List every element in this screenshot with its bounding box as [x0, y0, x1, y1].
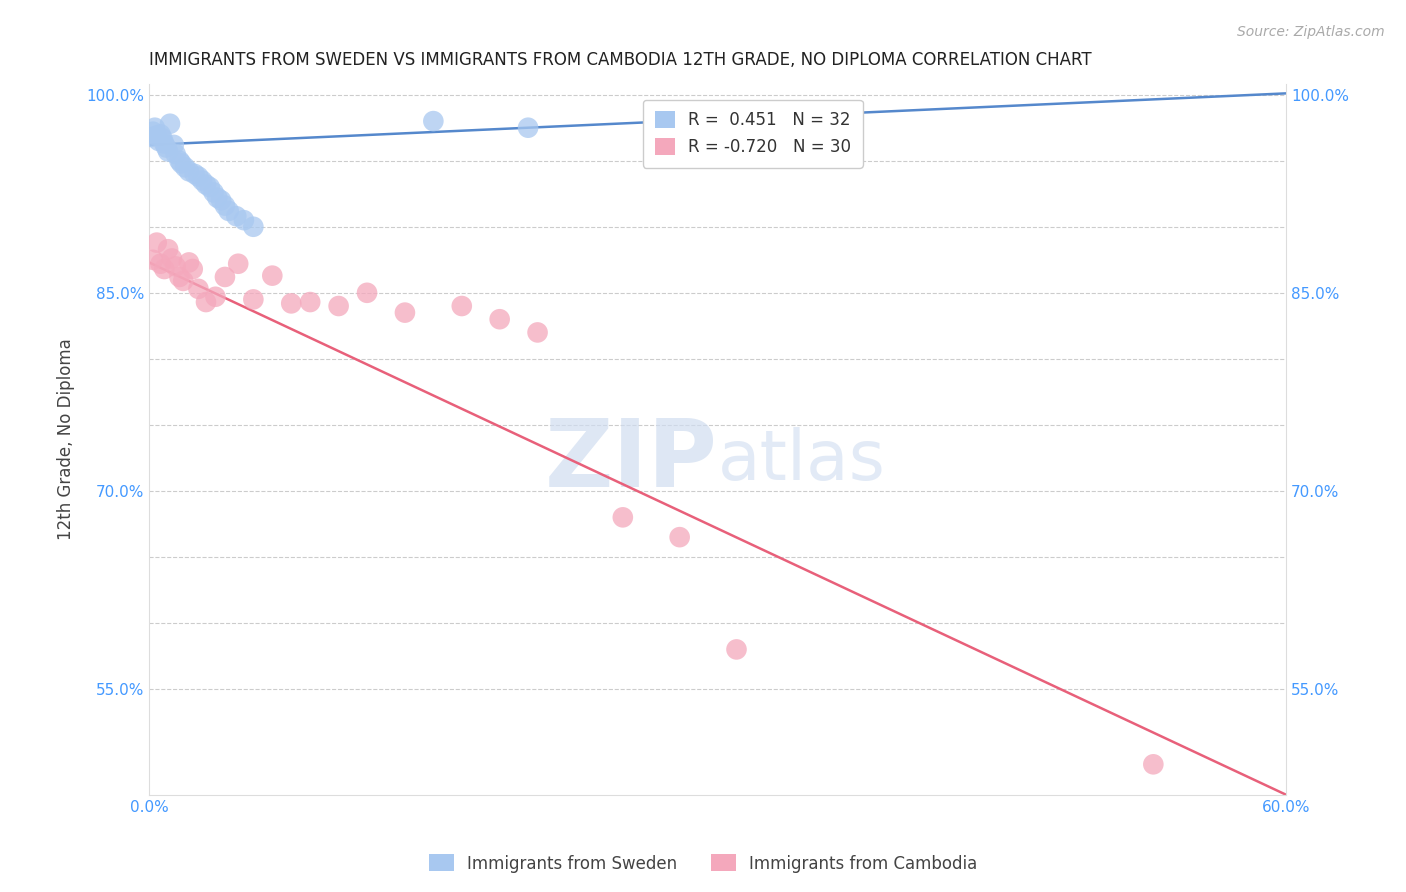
- Text: atlas: atlas: [717, 427, 886, 494]
- Point: [450, 299, 472, 313]
- Point: [488, 312, 510, 326]
- Point: [169, 153, 191, 168]
- Point: [149, 128, 172, 142]
- Point: [242, 293, 264, 307]
- Point: [280, 296, 302, 310]
- Point: [172, 274, 194, 288]
- Point: [299, 295, 322, 310]
- Point: [725, 642, 748, 657]
- Point: [187, 282, 209, 296]
- Point: [183, 167, 205, 181]
- Point: [232, 213, 254, 227]
- Point: [165, 147, 187, 161]
- Point: [195, 295, 218, 310]
- Point: [163, 137, 186, 152]
- Point: [169, 269, 191, 284]
- Point: [145, 235, 167, 250]
- Point: [174, 161, 197, 175]
- Point: [526, 326, 548, 340]
- Point: [157, 242, 180, 256]
- Point: [155, 140, 177, 154]
- Point: [1142, 757, 1164, 772]
- Point: [160, 252, 183, 266]
- Legend: Immigrants from Sweden, Immigrants from Cambodia: Immigrants from Sweden, Immigrants from …: [422, 847, 984, 880]
- Point: [517, 120, 540, 135]
- Point: [394, 305, 416, 319]
- Point: [207, 191, 229, 205]
- Point: [226, 257, 249, 271]
- Point: [218, 203, 240, 218]
- Point: [177, 164, 200, 178]
- Point: [139, 130, 162, 145]
- Point: [142, 252, 165, 267]
- Y-axis label: 12th Grade, No Diploma: 12th Grade, No Diploma: [58, 339, 75, 541]
- Text: ZIP: ZIP: [544, 415, 717, 507]
- Point: [152, 131, 174, 145]
- Point: [214, 269, 236, 284]
- Point: [153, 136, 176, 151]
- Point: [170, 156, 193, 170]
- Legend: R =  0.451   N = 32, R = -0.720   N = 30: R = 0.451 N = 32, R = -0.720 N = 30: [643, 100, 863, 168]
- Point: [177, 255, 200, 269]
- Point: [153, 262, 176, 277]
- Point: [181, 262, 204, 277]
- Point: [668, 530, 690, 544]
- Point: [214, 199, 236, 213]
- Point: [356, 285, 378, 300]
- Point: [209, 194, 232, 208]
- Point: [202, 186, 225, 200]
- Point: [422, 114, 444, 128]
- Point: [143, 120, 166, 135]
- Point: [242, 219, 264, 234]
- Point: [191, 173, 214, 187]
- Point: [145, 128, 167, 143]
- Point: [187, 169, 209, 184]
- Text: Source: ZipAtlas.com: Source: ZipAtlas.com: [1237, 25, 1385, 39]
- Point: [612, 510, 634, 524]
- Point: [195, 178, 218, 192]
- Point: [198, 180, 221, 194]
- Point: [148, 134, 170, 148]
- Point: [142, 125, 165, 139]
- Point: [157, 145, 180, 159]
- Point: [262, 268, 284, 283]
- Point: [149, 257, 172, 271]
- Point: [204, 290, 226, 304]
- Text: IMMIGRANTS FROM SWEDEN VS IMMIGRANTS FROM CAMBODIA 12TH GRADE, NO DIPLOMA CORREL: IMMIGRANTS FROM SWEDEN VS IMMIGRANTS FRO…: [149, 51, 1092, 69]
- Point: [159, 117, 181, 131]
- Point: [165, 260, 187, 274]
- Point: [225, 209, 247, 223]
- Point: [328, 299, 350, 313]
